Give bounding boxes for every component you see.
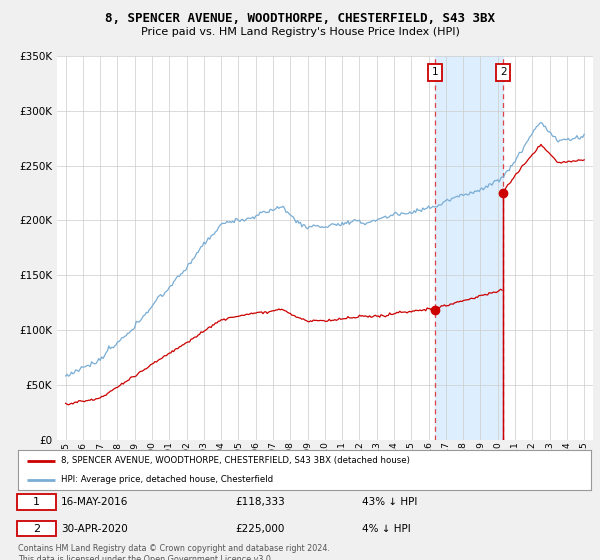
Text: 30-APR-2020: 30-APR-2020 [61, 524, 128, 534]
Bar [435, 56, 503, 440]
Text: 2: 2 [33, 524, 40, 534]
Text: 8, SPENCER AVENUE, WOODTHORPE, CHESTERFIELD, S43 3BX: 8, SPENCER AVENUE, WOODTHORPE, CHESTERFI… [105, 12, 495, 25]
Text: Contains HM Land Registry data © Crown copyright and database right 2024.
This d: Contains HM Land Registry data © Crown c… [18, 544, 330, 560]
FancyBboxPatch shape [17, 494, 56, 510]
Text: 43% ↓ HPI: 43% ↓ HPI [362, 497, 417, 507]
Text: 16-MAY-2016: 16-MAY-2016 [61, 497, 128, 507]
FancyBboxPatch shape [17, 521, 56, 536]
Text: £118,333: £118,333 [236, 497, 286, 507]
Text: Price paid vs. HM Land Registry's House Price Index (HPI): Price paid vs. HM Land Registry's House … [140, 27, 460, 37]
Text: 2: 2 [500, 67, 507, 77]
Text: 4% ↓ HPI: 4% ↓ HPI [362, 524, 410, 534]
Text: 8, SPENCER AVENUE, WOODTHORPE, CHESTERFIELD, S43 3BX (detached house): 8, SPENCER AVENUE, WOODTHORPE, CHESTERFI… [61, 456, 410, 465]
Text: 1: 1 [431, 67, 439, 77]
Text: £225,000: £225,000 [236, 524, 285, 534]
Text: 1: 1 [33, 497, 40, 507]
Text: HPI: Average price, detached house, Chesterfield: HPI: Average price, detached house, Ches… [61, 475, 273, 484]
